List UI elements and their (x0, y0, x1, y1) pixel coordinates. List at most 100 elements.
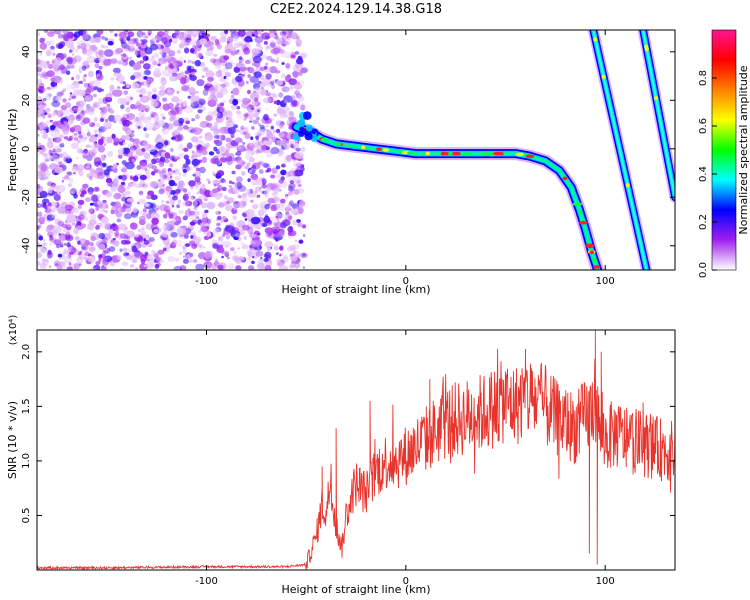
noise-blob (189, 75, 197, 81)
noise-blob (76, 89, 86, 97)
noise-blob (38, 85, 45, 94)
noise-blob (251, 34, 255, 37)
noise-blob (237, 159, 245, 165)
noise-blob (188, 240, 196, 247)
noise-blob (138, 183, 142, 188)
noise-blob (257, 258, 264, 266)
noise-blob (52, 75, 62, 84)
noise-blob (144, 168, 148, 172)
noise-blob (254, 186, 262, 192)
noise-blob (213, 134, 220, 139)
trace-hotspot (492, 151, 501, 156)
noise-blob (71, 95, 76, 99)
x-tick-label: 0 (403, 276, 409, 287)
trace-hotspot (577, 210, 583, 215)
noise-blob (143, 264, 148, 268)
noise-blob (281, 256, 289, 263)
noise-blob (43, 97, 47, 102)
noise-blob (172, 169, 180, 175)
noise-blob (184, 30, 193, 37)
noise-blob (139, 95, 150, 104)
noise-blob (134, 267, 139, 270)
noise-blob (164, 140, 169, 146)
noise-blob (182, 100, 188, 107)
y-tick-label: -40 (21, 238, 32, 254)
noise-blob (162, 168, 167, 174)
noise-blob (46, 60, 50, 65)
noise-blob (87, 108, 95, 115)
noise-blob (253, 143, 258, 148)
noise-blob (134, 106, 138, 110)
noise-blob (293, 250, 297, 254)
noise-blob (160, 45, 164, 49)
noise-blob (175, 107, 183, 115)
noise-blob (201, 216, 209, 224)
noise-blob (54, 85, 58, 89)
noise-blob (72, 53, 75, 56)
noise-blob (195, 139, 205, 147)
noise-blob (129, 137, 135, 142)
noise-blob (234, 42, 241, 48)
noise-blob (250, 107, 255, 110)
noise-blob (122, 183, 126, 187)
noise-blob (264, 193, 269, 199)
noise-blob (237, 185, 247, 192)
noise-blob (139, 39, 143, 42)
noise-blob (273, 113, 278, 117)
noise-blob (212, 173, 217, 177)
noise-blob (215, 258, 218, 262)
noise-blob (273, 100, 277, 105)
noise-blob (109, 84, 115, 92)
trace-blob (297, 119, 306, 128)
noise-blob (106, 103, 111, 109)
noise-blob (168, 179, 176, 187)
noise-blob (56, 243, 60, 248)
noise-blob (54, 166, 64, 174)
noise-blob (171, 201, 174, 205)
noise-blob (195, 236, 202, 242)
colorbar-gradient (711, 29, 737, 271)
noise-blob (112, 89, 123, 97)
noise-blob (261, 54, 268, 60)
noise-blob (41, 145, 46, 151)
noise-blob (120, 174, 127, 181)
noise-blob (193, 171, 201, 179)
noise-blob (150, 100, 159, 108)
noise-blob (162, 58, 168, 63)
noise-blob (178, 43, 184, 49)
noise-blob (182, 200, 190, 207)
noise-blob (263, 114, 269, 121)
noise-blob (149, 65, 154, 69)
noise-blob (195, 216, 200, 220)
noise-blob (126, 121, 131, 125)
noise-blob (236, 49, 240, 53)
noise-blob (38, 89, 42, 93)
noise-blob (78, 263, 82, 266)
noise-blob (126, 186, 130, 190)
noise-blob (278, 92, 284, 98)
noise-blob (283, 255, 289, 260)
noise-blob (98, 243, 106, 251)
noise-blob (89, 145, 93, 148)
noise-blob (49, 243, 52, 246)
noise-blob (227, 263, 235, 270)
noise-blob (266, 81, 273, 88)
noise-blob (97, 194, 101, 198)
noise-blob (112, 222, 116, 227)
trace-hotspot (515, 152, 524, 157)
noise-blob (290, 255, 298, 262)
noise-blob (57, 206, 66, 214)
noise-blob (270, 174, 276, 179)
noise-blob (228, 180, 233, 184)
noise-blob (102, 111, 110, 116)
noise-blob (243, 118, 247, 121)
noise-blob (199, 33, 202, 36)
noise-blob (53, 137, 62, 143)
noise-blob (245, 80, 249, 84)
noise-blob (276, 204, 280, 210)
noise-blob (162, 247, 167, 252)
trace-hotspot (644, 47, 649, 52)
spectrogram-frame (36, 29, 676, 271)
noise-blob (101, 207, 105, 211)
noise-blob (220, 134, 226, 141)
